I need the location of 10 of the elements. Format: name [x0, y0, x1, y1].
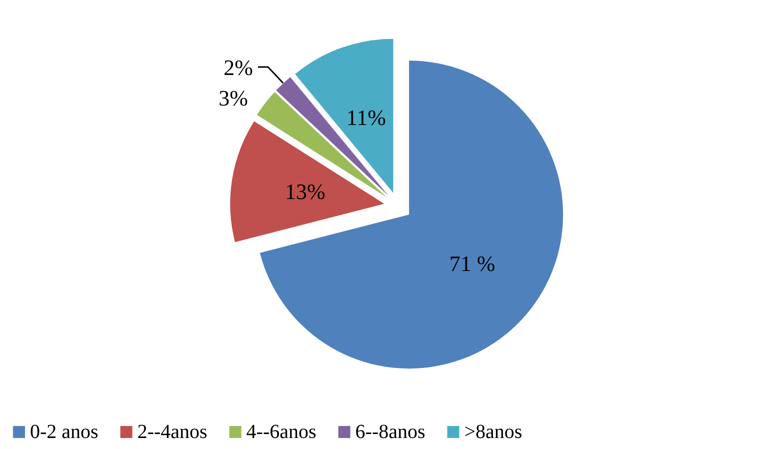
legend-label: >8anos: [464, 421, 522, 443]
legend-label: 4--6anos: [246, 421, 316, 443]
data-label: 13%: [284, 178, 326, 204]
legend-label: 2--4anos: [137, 421, 208, 443]
legend-label: 6--8anos: [355, 421, 426, 443]
legend-label: 0-2 anos: [30, 421, 99, 443]
data-label: 11%: [346, 105, 386, 130]
data-label: 3%: [218, 86, 248, 111]
data-label: 2%: [224, 54, 253, 80]
data-label: 71 %: [449, 251, 496, 276]
